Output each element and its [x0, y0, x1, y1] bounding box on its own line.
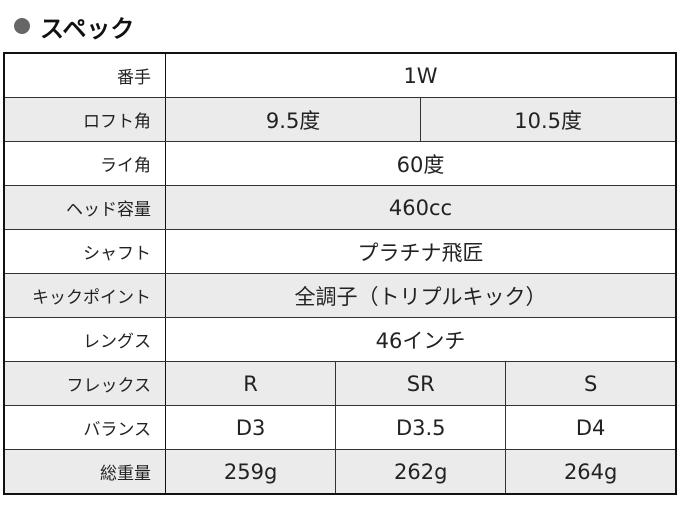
row-label: シャフト — [3, 229, 166, 274]
row-label: 総重量 — [3, 449, 166, 495]
section-title: スペック — [14, 8, 134, 44]
row-label: バランス — [3, 405, 166, 450]
row-value: 460cc — [165, 185, 677, 230]
table-row: 総重量 259g 262g 264g — [3, 449, 677, 495]
table-row: レングス 46インチ — [3, 317, 677, 362]
row-value: R — [164, 361, 337, 406]
bullet-icon — [14, 18, 30, 34]
row-label: レングス — [3, 317, 166, 362]
row-label: ライ角 — [3, 141, 166, 186]
spec-table: 番手 1W ロフト角 9.5度 10.5度 ライ角 60度 ヘッド容量 460cc シャフト プラチ… — [3, 52, 677, 495]
table-row: ヘッド容量 460cc — [3, 185, 677, 230]
table-row: ライ角 60度 — [3, 141, 677, 186]
row-value: 10.5度 — [420, 97, 677, 142]
row-value: 264g — [505, 449, 677, 495]
table-row: 番手 1W — [3, 52, 677, 98]
row-value: D4 — [505, 405, 677, 450]
table-row: シャフト プラチナ飛匠 — [3, 229, 677, 274]
row-value: 1W — [165, 52, 677, 98]
row-label: フレックス — [3, 361, 166, 406]
row-value: 259g — [164, 449, 337, 495]
row-value: 9.5度 — [164, 97, 422, 142]
row-value: SR — [335, 361, 507, 406]
row-value: 60度 — [165, 141, 677, 186]
table-row: バランス D3 D3.5 D4 — [3, 405, 677, 450]
row-value: S — [505, 361, 677, 406]
row-value: 46インチ — [165, 317, 677, 362]
row-value: D3.5 — [335, 405, 507, 450]
row-value: 全調子（トリプルキック） — [165, 273, 677, 318]
table-row: ロフト角 9.5度 10.5度 — [3, 97, 677, 142]
row-value: プラチナ飛匠 — [165, 229, 677, 274]
row-label: ロフト角 — [3, 97, 166, 142]
table-row: キックポイント 全調子（トリプルキック） — [3, 273, 677, 318]
row-value: D3 — [164, 405, 337, 450]
row-label: キックポイント — [3, 273, 166, 318]
row-label: ヘッド容量 — [3, 185, 166, 230]
row-value: 262g — [335, 449, 507, 495]
row-label: 番手 — [3, 52, 166, 98]
table-row: フレックス R SR S — [3, 361, 677, 406]
section-title-text: スペック — [40, 14, 135, 43]
